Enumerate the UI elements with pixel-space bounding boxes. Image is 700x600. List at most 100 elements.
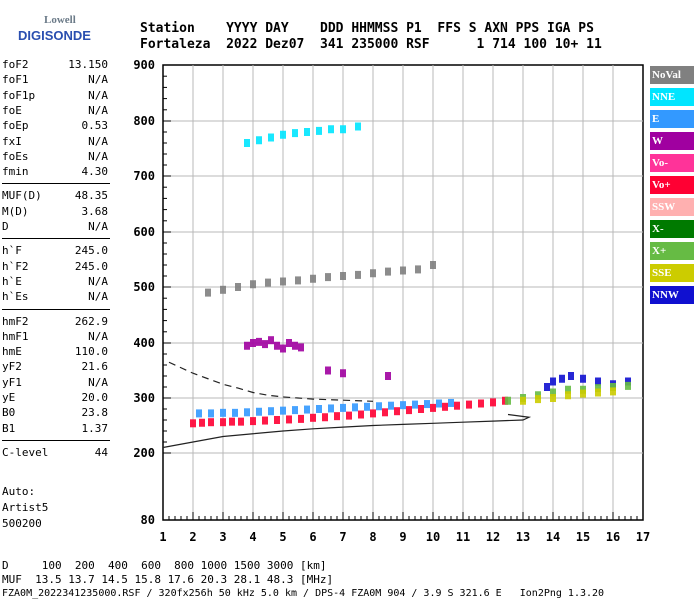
echo-point	[229, 417, 235, 426]
echo-point	[412, 400, 418, 409]
param-value: 21.6	[81, 360, 109, 374]
legend-item: E	[650, 110, 694, 128]
x-tick-label: 13	[516, 530, 530, 544]
header-values: Fortaleza 2022 Dez07 341 235000 RSF 1 71…	[140, 37, 602, 52]
param-row: foF1p N/A	[2, 89, 108, 103]
echo-point	[544, 383, 550, 391]
echo-point	[436, 399, 442, 408]
param-value: N/A	[88, 103, 108, 117]
param-name: h`Es	[2, 290, 29, 304]
param-name: h`F2	[2, 259, 29, 273]
echo-point	[310, 413, 316, 422]
echo-point	[550, 377, 556, 386]
echo-point	[220, 408, 226, 417]
param-name: C-level	[2, 445, 49, 459]
param-row: B1 1.37	[2, 422, 108, 436]
param-value: 110.0	[74, 345, 108, 359]
param-row: foE N/A	[2, 104, 108, 118]
echo-point	[406, 406, 412, 415]
echo-point	[256, 337, 262, 346]
echo-point	[274, 416, 280, 424]
param-row: D N/A	[2, 220, 108, 234]
echo-point	[415, 265, 421, 274]
param-value: 4.30	[81, 165, 109, 179]
x-tick-label: 12	[486, 530, 500, 544]
param-row: B0 23.8	[2, 406, 108, 420]
echo-point	[295, 276, 301, 285]
legend-item: NoVal	[650, 66, 694, 84]
echo-point	[268, 336, 274, 345]
param-row: foEs N/A	[2, 150, 108, 164]
param-row: h`F2 245.0	[2, 260, 108, 274]
param-row: yF1 N/A	[2, 376, 108, 390]
param-row: yE 20.0	[2, 391, 108, 405]
echo-point	[454, 401, 460, 410]
param-name: yF1	[2, 375, 22, 389]
param-value: 20.0	[81, 391, 109, 404]
legend-item: NNW	[650, 286, 694, 304]
echo-point	[610, 383, 616, 391]
echo-point	[262, 340, 268, 349]
x-tick-label: 14	[546, 530, 560, 544]
param-value: N/A	[88, 134, 108, 148]
virtual-height-trace-line	[162, 413, 532, 449]
echo-point	[292, 406, 298, 415]
legend-item: NNE	[650, 88, 694, 106]
echo-point	[580, 389, 586, 398]
echo-point	[430, 403, 436, 412]
x-tick-label: 15	[576, 530, 590, 544]
echo-point	[340, 369, 346, 378]
param-row: C-level 44	[2, 446, 108, 460]
param-value: N/A	[88, 329, 108, 343]
echo-point	[316, 405, 322, 413]
x-tick-label: 16	[606, 530, 620, 544]
echo-point	[235, 283, 241, 291]
echo-point	[595, 388, 601, 397]
x-tick-label: 3	[219, 530, 226, 544]
echo-point	[244, 341, 250, 350]
logo-digisonde-text: DIGISONDE	[18, 28, 91, 43]
param-row: h`E N/A	[2, 275, 108, 289]
param-name: hmE	[2, 345, 22, 359]
echo-point	[244, 408, 250, 417]
legend-item: SSE	[650, 264, 694, 282]
param-name: yE	[2, 391, 16, 404]
echo-point	[334, 412, 340, 421]
echo-point	[550, 388, 556, 397]
param-value: N/A	[88, 149, 108, 163]
echo-point	[565, 391, 571, 400]
echo-point	[385, 267, 391, 276]
param-value: 262.9	[74, 314, 108, 328]
param-row: foF1 N/A	[2, 73, 108, 87]
param-row: MUF(D) 48.35	[2, 189, 108, 203]
echo-point	[394, 407, 400, 416]
echo-point	[250, 280, 256, 289]
echo-point	[274, 341, 280, 350]
legend-item: X+	[650, 242, 694, 260]
x-tick-label: 6	[309, 530, 316, 544]
param-name: fmin	[2, 165, 29, 179]
param-name: foF1p	[2, 88, 36, 102]
param-row: foEp 0.53	[2, 119, 108, 133]
echo-point	[565, 385, 571, 394]
param-value: N/A	[88, 290, 108, 304]
echo-point	[208, 418, 214, 427]
x-tick-label: 17	[636, 530, 650, 544]
param-name: B0	[2, 406, 16, 420]
y-tick-label: 80	[141, 513, 155, 527]
x-tick-label: 7	[339, 530, 346, 544]
param-value: 0.53	[81, 119, 109, 133]
param-value: 44	[94, 445, 108, 459]
x-tick-label: 8	[369, 530, 376, 544]
param-name: foEs	[2, 149, 29, 163]
echo-point	[625, 377, 631, 386]
echo-point	[442, 402, 448, 411]
echo-point	[400, 401, 406, 410]
echo-point	[340, 125, 346, 134]
param-row: foF2 13.150	[2, 58, 108, 72]
echo-point	[346, 411, 352, 420]
echo-point	[304, 128, 310, 136]
echo-point	[322, 413, 328, 422]
y-tick-label: 900	[133, 58, 155, 72]
param-name: M(D)	[2, 204, 29, 218]
